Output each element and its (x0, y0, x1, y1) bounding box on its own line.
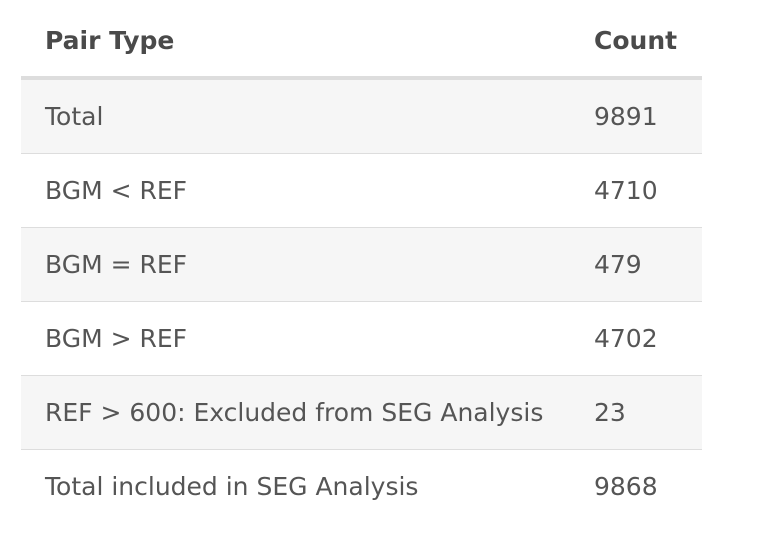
table-row: REF > 600: Excluded from SEG Analysis 23 (21, 375, 702, 450)
table-row: Total included in SEG Analysis 9868 (21, 449, 702, 523)
header-pair-type: Pair Type (21, 4, 594, 80)
cell-pair-type: BGM = REF (21, 227, 594, 302)
cell-count: 4710 (594, 153, 702, 228)
pair-type-table: Pair Type Count Total 9891 BGM < REF 471… (21, 4, 702, 523)
cell-pair-type: Total (21, 78, 594, 154)
cell-count: 9868 (594, 449, 702, 523)
table-row: Total 9891 (21, 78, 702, 154)
cell-pair-type: BGM < REF (21, 153, 594, 228)
cell-pair-type: BGM > REF (21, 301, 594, 376)
table-row: BGM > REF 4702 (21, 301, 702, 376)
table-header-row: Pair Type Count (21, 4, 702, 80)
cell-count: 479 (594, 227, 702, 302)
cell-count: 9891 (594, 78, 702, 154)
header-count: Count (594, 4, 702, 80)
cell-pair-type: Total included in SEG Analysis (21, 449, 594, 523)
table-row: BGM < REF 4710 (21, 153, 702, 228)
cell-pair-type: REF > 600: Excluded from SEG Analysis (21, 375, 594, 450)
cell-count: 23 (594, 375, 702, 450)
table-row: BGM = REF 479 (21, 227, 702, 302)
cell-count: 4702 (594, 301, 702, 376)
